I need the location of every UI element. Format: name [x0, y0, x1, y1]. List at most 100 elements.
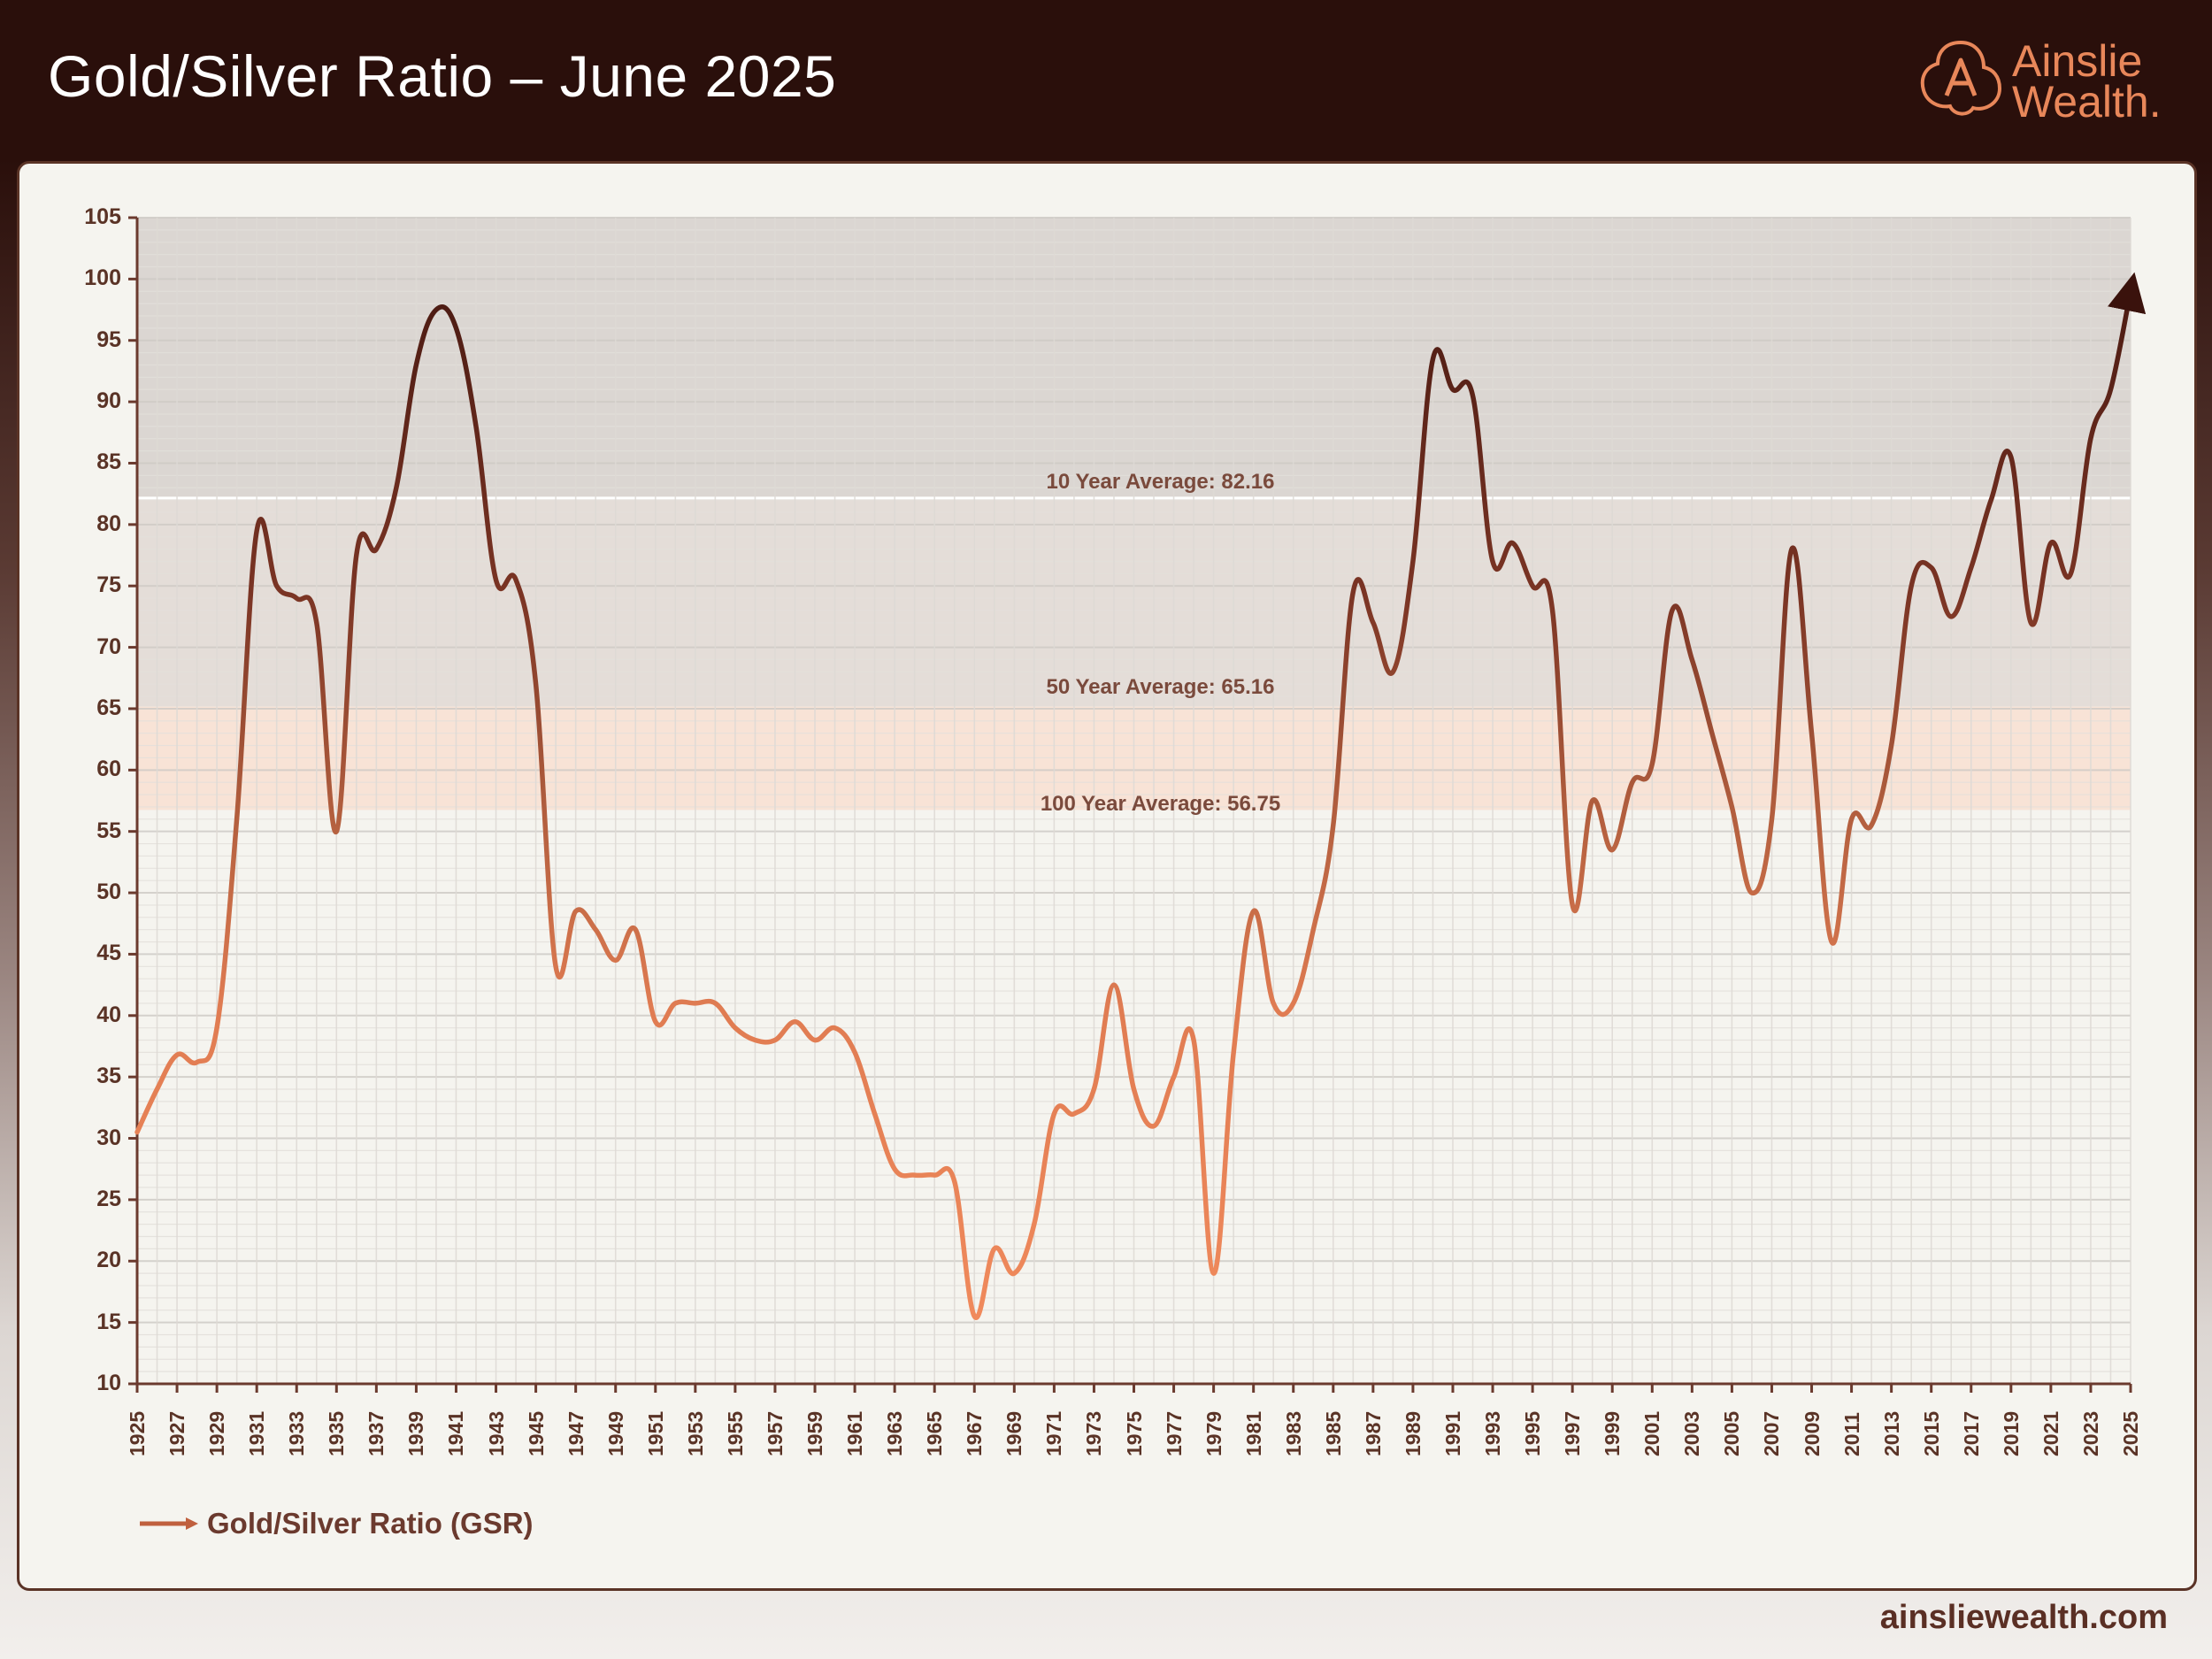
y-tick-label: 95 — [96, 326, 121, 352]
data-point — [1729, 804, 1734, 810]
data-point — [534, 681, 539, 687]
data-point — [1111, 982, 1117, 987]
data-point — [1689, 657, 1694, 663]
x-tick-label: 1925 — [126, 1410, 149, 1456]
data-point — [354, 553, 359, 558]
data-point — [394, 485, 399, 490]
data-point — [1869, 823, 1874, 828]
data-point — [1590, 798, 1595, 803]
data-point — [1929, 565, 1934, 570]
x-tick-label: 1945 — [524, 1410, 548, 1456]
data-point — [992, 1246, 997, 1251]
y-tick-label: 35 — [96, 1064, 121, 1089]
y-tick-label: 50 — [96, 879, 121, 905]
data-point — [214, 1025, 219, 1031]
data-point — [1231, 1049, 1236, 1055]
average-label: 50 Year Average: 65.16 — [1046, 674, 1275, 699]
x-tick-label: 2009 — [1800, 1410, 1824, 1456]
data-point — [593, 927, 598, 933]
x-tick-label: 2017 — [1959, 1410, 1983, 1456]
data-point — [254, 528, 259, 534]
data-point — [1291, 1001, 1296, 1006]
data-point — [1530, 583, 1535, 588]
data-point — [413, 363, 419, 368]
data-point — [1390, 669, 1395, 674]
data-point — [1450, 387, 1455, 392]
x-tick-label: 1951 — [643, 1410, 667, 1456]
y-tick-label: 20 — [96, 1248, 121, 1273]
x-tick-label: 2005 — [1720, 1410, 1744, 1456]
gsr-series-line — [134, 272, 2147, 1320]
data-point — [1271, 1001, 1276, 1006]
x-tick-label: 1985 — [1321, 1410, 1345, 1456]
data-point — [434, 307, 439, 312]
y-tick-label: 75 — [96, 572, 121, 598]
data-point — [1431, 357, 1436, 362]
data-point — [1211, 1271, 1217, 1276]
x-tick-label: 2019 — [1999, 1410, 2023, 1456]
y-tick-label: 40 — [96, 1002, 121, 1027]
y-tick-label: 105 — [84, 204, 121, 229]
data-point — [1490, 559, 1495, 565]
x-tick-label: 1931 — [245, 1410, 269, 1456]
logo-mark-icon — [1920, 40, 2002, 116]
x-tick-label: 1999 — [1601, 1410, 1624, 1456]
data-point — [1829, 940, 1834, 945]
y-tick-label: 55 — [96, 818, 121, 843]
data-point — [613, 957, 618, 963]
data-point — [1151, 1124, 1156, 1129]
x-tick-label: 1947 — [564, 1410, 588, 1456]
data-point — [1630, 780, 1635, 785]
data-point — [473, 424, 479, 429]
data-point — [772, 1038, 778, 1043]
data-point — [1849, 817, 1855, 822]
x-tick-label: 2003 — [1680, 1410, 1704, 1456]
data-point — [653, 1019, 658, 1025]
x-tick-label: 2011 — [1839, 1412, 1863, 1456]
data-point — [1550, 608, 1555, 613]
data-point — [1471, 393, 1476, 398]
x-tick-label: 2015 — [1919, 1410, 1943, 1456]
footer-website[interactable]: ainsliewealth.com — [1879, 1599, 2168, 1636]
data-point — [793, 1019, 798, 1025]
data-point — [952, 1179, 957, 1184]
legend-label: Gold/Silver Ratio (GSR) — [207, 1507, 534, 1540]
y-tick-label: 10 — [96, 1371, 121, 1395]
x-tick-label: 1929 — [205, 1410, 229, 1456]
average-label: 100 Year Average: 56.75 — [1040, 792, 1281, 817]
data-point — [1570, 902, 1575, 908]
x-tick-label: 1965 — [923, 1410, 947, 1456]
y-tick-label: 80 — [96, 511, 121, 536]
x-tick-label: 1981 — [1241, 1410, 1265, 1456]
x-tick-label: 1961 — [843, 1410, 867, 1456]
data-point — [1410, 559, 1416, 565]
data-point — [1889, 743, 1894, 749]
data-point — [1809, 731, 1815, 736]
y-tick-label: 45 — [96, 941, 121, 966]
x-tick-label: 1953 — [683, 1410, 707, 1456]
x-tick-label: 1977 — [1162, 1410, 1186, 1456]
data-point — [1091, 1087, 1096, 1092]
x-tick-label: 1939 — [404, 1410, 428, 1456]
data-point — [2048, 541, 2054, 546]
x-tick-label: 2021 — [2039, 1410, 2062, 1456]
y-tick-label: 60 — [96, 757, 121, 782]
y-tick-label: 100 — [84, 265, 121, 291]
data-point — [932, 1172, 937, 1178]
y-tick-label: 15 — [96, 1309, 121, 1334]
x-tick-label: 1933 — [285, 1410, 309, 1456]
data-point — [1649, 761, 1655, 766]
data-point — [1331, 823, 1336, 828]
x-tick-label: 1957 — [763, 1410, 787, 1456]
x-tick-label: 1983 — [1281, 1410, 1305, 1456]
data-point — [2088, 436, 2093, 442]
data-point — [1510, 541, 1516, 546]
data-point — [494, 577, 499, 582]
data-point — [892, 1166, 897, 1171]
data-point — [234, 817, 240, 822]
chart-legend[interactable]: Gold/Silver Ratio (GSR) — [138, 1506, 534, 1541]
data-point — [1350, 589, 1356, 595]
data-point — [1909, 583, 1914, 588]
brand-logo[interactable]: Ainslie Wealth. — [1918, 35, 2175, 127]
data-point — [2108, 387, 2114, 392]
